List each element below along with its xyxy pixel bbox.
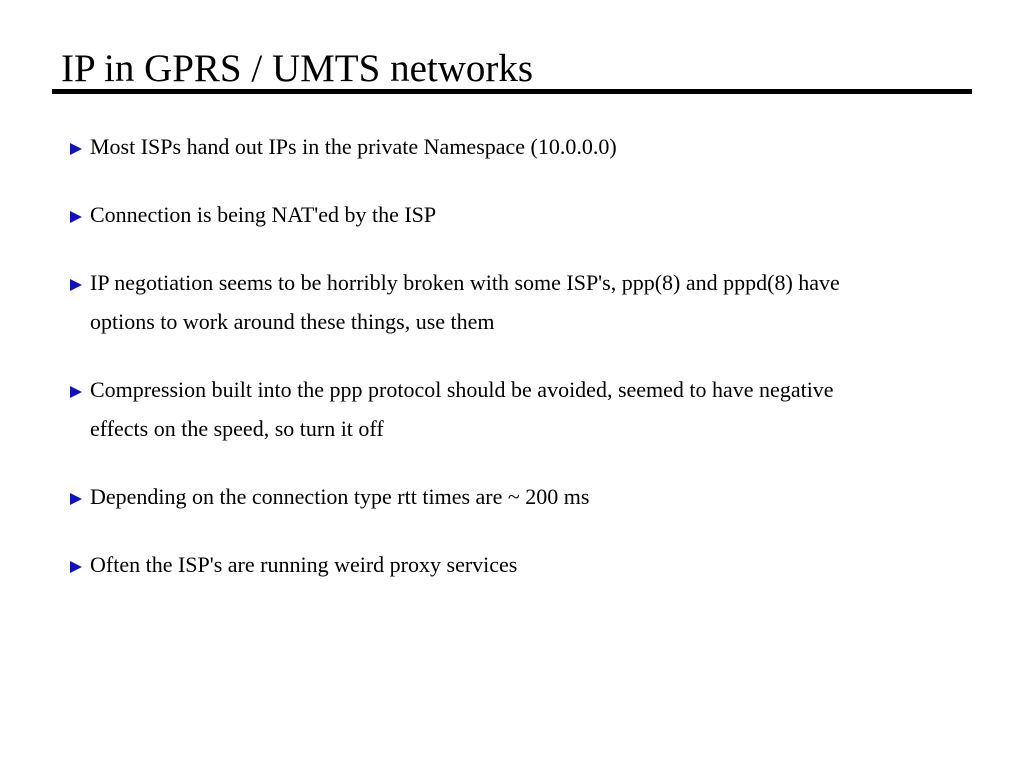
- bullet-text: Compression built into the ppp protocol …: [90, 377, 834, 402]
- bullet-marker: [70, 493, 82, 505]
- bullet-marker: [70, 561, 82, 573]
- bullet-text: effects on the speed, so turn it off: [90, 416, 384, 441]
- bullet-text: Most ISPs hand out IPs in the private Na…: [90, 134, 617, 159]
- bullet-marker: [70, 279, 82, 291]
- title-rule: [52, 89, 972, 94]
- bullet-marker: [70, 143, 82, 155]
- slide-title: IP in GPRS / UMTS networks: [61, 47, 534, 90]
- bullet-text: Often the ISP's are running weird proxy …: [90, 552, 518, 577]
- bullet-text: Connection is being NAT'ed by the ISP: [90, 202, 437, 227]
- bullet-marker: [70, 386, 82, 398]
- bullet-text: options to work around these things, use…: [90, 309, 495, 334]
- bullet-text: IP negotiation seems to be horribly brok…: [90, 270, 840, 295]
- bullet-text: Depending on the connection type rtt tim…: [90, 484, 590, 509]
- bullet-marker: [70, 211, 82, 223]
